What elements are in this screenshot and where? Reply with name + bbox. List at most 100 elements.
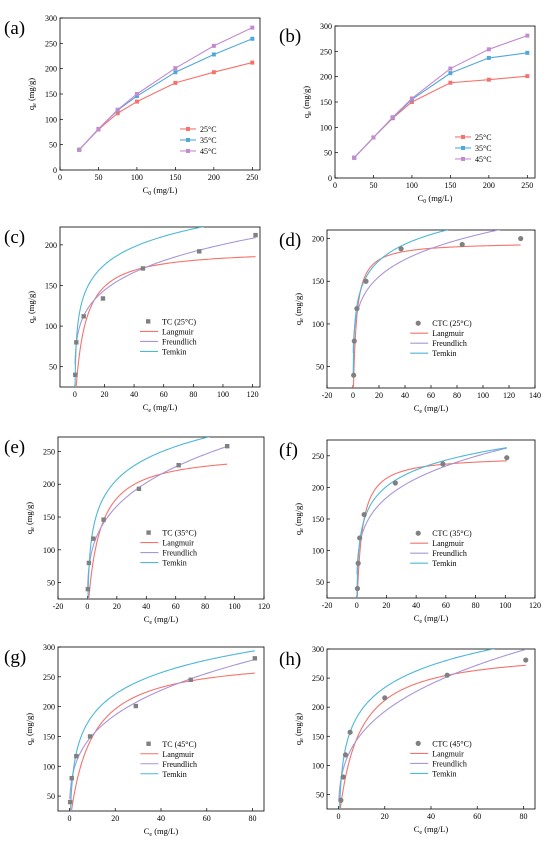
data-point <box>73 372 78 378</box>
data-point <box>382 695 388 701</box>
data-point <box>486 47 491 52</box>
data-point <box>225 443 230 449</box>
y-tick-label: 50 <box>316 578 324 587</box>
y-tick-label: 0 <box>328 174 332 183</box>
data-point <box>525 50 530 55</box>
data-point <box>340 774 346 780</box>
data-point <box>134 92 139 96</box>
x-tick-label: 0 <box>85 602 89 611</box>
plot-frame <box>59 226 261 388</box>
x-tick-label: 80 <box>249 814 257 823</box>
y-tick-label: 50 <box>316 790 324 799</box>
y-tick-label: 150 <box>312 515 324 524</box>
data-point <box>91 536 96 541</box>
y-tick-label: 100 <box>43 762 55 771</box>
x-tick-label: 100 <box>499 601 511 610</box>
data-point <box>96 126 101 131</box>
y-tick-label: 250 <box>312 452 324 461</box>
data-point <box>211 70 216 75</box>
x-tick-label: -20 <box>53 602 64 611</box>
data-point <box>525 33 530 38</box>
data-point <box>69 776 74 781</box>
data-point <box>101 517 106 522</box>
data-point <box>351 372 357 378</box>
y-tick-label: 100 <box>45 115 57 124</box>
x-tick-label: 40 <box>142 602 150 611</box>
x-tick-label: 20 <box>113 602 121 611</box>
data-point <box>338 797 344 803</box>
x-tick-label: 60 <box>172 602 180 611</box>
x-tick-label: 250 <box>246 173 258 182</box>
data-point <box>523 657 529 663</box>
plot-frame <box>59 17 261 171</box>
legend-label: Temkin <box>432 769 456 778</box>
y-tick-label: 250 <box>45 39 57 48</box>
legend-label: 25°C <box>200 125 217 134</box>
y-tick-label: 150 <box>312 277 324 286</box>
plot-frame <box>57 436 265 600</box>
data-point <box>87 734 93 739</box>
x-tick-label: 60 <box>427 391 435 400</box>
y-tick-label: 50 <box>49 141 57 150</box>
y-tick-label: 200 <box>320 73 332 82</box>
data-point <box>250 60 255 65</box>
legend-label: Langmuir <box>432 539 464 548</box>
y-tick-label: 150 <box>320 98 332 107</box>
legend-marker <box>415 530 421 536</box>
x-axis-label: Ce (mg/L) <box>414 403 449 415</box>
data-point <box>211 52 216 57</box>
x-tick-label: 60 <box>442 601 450 610</box>
x-tick-label: 40 <box>401 391 409 400</box>
x-tick-label: 80 <box>519 812 527 821</box>
x-tick-label: 20 <box>381 812 389 821</box>
data-point <box>361 511 367 518</box>
fit-curves <box>352 230 521 388</box>
y-tick-label: 150 <box>45 90 57 99</box>
y-tick-label: 150 <box>312 732 324 741</box>
legend-label: TC (45°C) <box>162 740 196 749</box>
panel-d: (d) -20 0 20 40 60 80 100 120 140 50 100 150 200 Ce (m… <box>279 229 541 415</box>
series-line-0 <box>78 62 253 151</box>
x-tick-label: 40 <box>130 390 138 399</box>
x-tick-label: 0 <box>333 181 337 190</box>
plot-frame <box>57 646 265 812</box>
x-axis-label: Ce (mg/L) <box>144 826 179 838</box>
data-point <box>448 66 453 71</box>
x-axis-label: Ce (mg/L) <box>414 824 449 836</box>
data-point <box>134 94 139 99</box>
series-line-1 <box>353 52 528 159</box>
legend-label: Temkin <box>432 559 456 568</box>
x-tick-label: 100 <box>477 391 489 400</box>
x-tick-label: 0 <box>67 814 71 823</box>
fit-curve-freundlich <box>69 659 255 800</box>
data-point <box>250 25 255 30</box>
x-tick-label: 100 <box>406 181 418 190</box>
legend-label: Freundlich <box>162 549 197 558</box>
data-point <box>354 305 360 312</box>
x-tick-label: 80 <box>201 602 209 611</box>
panel-h: (h) 0 20 40 60 80 50 100 150 200 250 300 Ce (mg/L) qe… <box>279 645 536 836</box>
y-axis-label: qe (mg/g) <box>301 86 313 118</box>
y-tick-label: 100 <box>312 761 324 770</box>
data-point <box>390 115 395 120</box>
y-tick-label: 200 <box>45 65 57 74</box>
y-tick-label: 100 <box>320 123 332 132</box>
panel-e: (e) -20 0 20 40 60 80 100 120 50 100 150 200 250 Ce (m… <box>4 436 270 626</box>
x-tick-label: 60 <box>160 390 168 399</box>
legend-label: 45°C <box>200 147 217 156</box>
legend-label: Langmuir <box>162 327 194 336</box>
legend-label: Langmuir <box>432 749 464 758</box>
data-point <box>392 480 398 486</box>
fit-curve-temkin <box>352 230 450 378</box>
x-tick-label: 0 <box>337 812 341 821</box>
y-tick-label: 50 <box>47 579 55 588</box>
data-point <box>115 111 120 116</box>
y-tick-label: 250 <box>312 674 324 683</box>
panel-label: (c) <box>4 227 25 248</box>
panel-c: (c) 0 20 40 60 80 100 120 50 100 150 200 Ce (mg/L) qe… <box>4 226 261 414</box>
data-point <box>176 463 181 468</box>
x-tick-label: 60 <box>203 814 211 823</box>
x-axis-label: C0 (mg/L) <box>143 185 178 197</box>
legend-label: Temkin <box>162 347 186 356</box>
y-axis-label: qe (mg/g) <box>293 503 305 535</box>
